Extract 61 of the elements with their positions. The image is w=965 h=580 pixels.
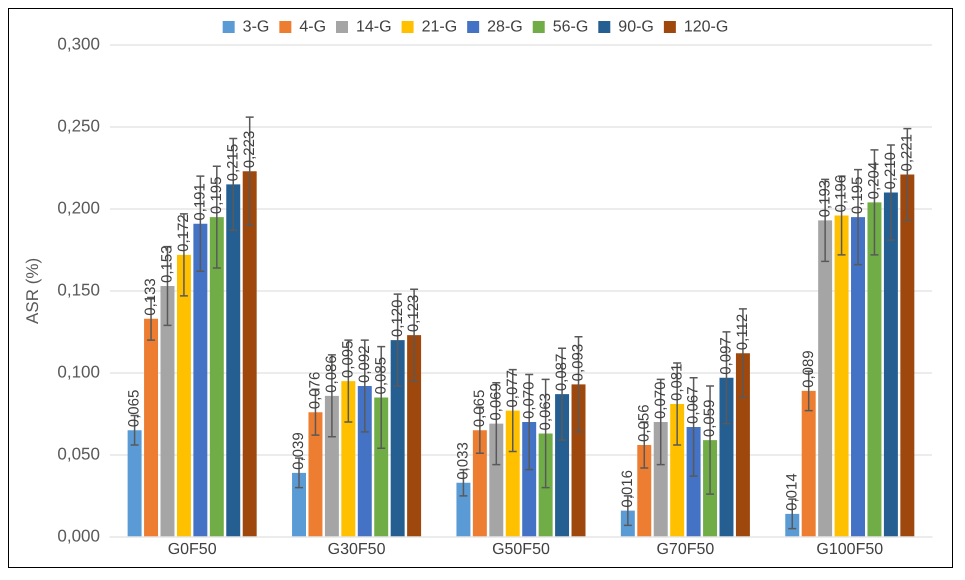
data-label: 0,039 <box>290 432 308 470</box>
data-label: 0,191 <box>192 183 209 221</box>
data-label: 0,133 <box>142 278 160 316</box>
data-label: 0,193 <box>816 180 834 218</box>
y-tick-label: 0,050 <box>57 444 100 464</box>
data-label: 0,065 <box>126 390 143 428</box>
y-axis-title: ASR (%) <box>22 258 42 324</box>
y-tick-label: 0,200 <box>57 198 100 218</box>
x-tick-label: G30F50 <box>328 540 386 558</box>
data-label: 0,172 <box>175 214 192 252</box>
legend-label: 90-G <box>618 18 654 36</box>
y-tick-label: 0,100 <box>57 362 100 382</box>
y-tick-label: 0,150 <box>57 280 100 300</box>
data-label: 0,081 <box>668 363 686 402</box>
y-tick-label: 0,300 <box>57 34 100 54</box>
data-label: 0,097 <box>718 337 735 375</box>
data-label: 0,070 <box>520 382 538 420</box>
legend-label: 14-G <box>356 18 392 36</box>
data-label: 0,077 <box>504 370 521 408</box>
data-label: 0,014 <box>783 473 800 511</box>
data-label: 0,033 <box>454 442 472 480</box>
y-tick-label: 0,000 <box>57 526 100 546</box>
data-label: 0,016 <box>618 470 636 508</box>
data-label: 0,092 <box>356 345 373 383</box>
data-label: 0,112 <box>734 314 752 350</box>
x-tick-label: G0F50 <box>168 540 217 558</box>
data-label: 0,063 <box>536 392 554 431</box>
legend-label: 120-G <box>684 18 728 36</box>
x-tick-label: G100F50 <box>816 540 884 558</box>
data-label: 0,065 <box>471 390 488 428</box>
data-label: 0,089 <box>800 350 817 388</box>
data-label: 0,076 <box>306 372 324 410</box>
data-label: 0,087 <box>553 354 570 392</box>
data-label: 0,120 <box>388 300 406 338</box>
legend-label: 56-G <box>552 18 588 36</box>
data-label: 0,085 <box>372 356 390 394</box>
data-label: 0,093 <box>570 344 587 382</box>
x-tick-label: G50F50 <box>492 540 550 558</box>
data-label: 0,059 <box>701 400 718 438</box>
data-label: 0,123 <box>405 294 422 332</box>
y-tick-label: 0,250 <box>57 116 100 136</box>
data-label: 0,196 <box>832 174 850 212</box>
data-label: 0,215 <box>224 144 242 182</box>
data-label: 0,195 <box>849 176 866 214</box>
data-label: 0,195 <box>208 176 225 214</box>
data-label: 0,204 <box>866 162 883 200</box>
legend-label: 3-G <box>242 18 270 36</box>
data-label: 0,223 <box>240 130 258 168</box>
x-tick-label: G70F50 <box>656 540 714 558</box>
data-label: 0,069 <box>487 383 504 421</box>
data-label: 0,056 <box>635 404 652 442</box>
data-label: 0,210 <box>882 152 900 190</box>
data-label: 0,070 <box>652 382 669 420</box>
legend-label: 4-G <box>299 18 326 36</box>
data-label: 0,086 <box>323 355 340 393</box>
data-label: 0,221 <box>898 134 916 172</box>
legend-label: 28-G <box>487 18 523 36</box>
data-label: 0,153 <box>158 245 176 283</box>
legend-label: 21-G <box>422 18 458 36</box>
data-label: 0,067 <box>684 386 702 424</box>
data-label: 0,095 <box>339 340 356 378</box>
